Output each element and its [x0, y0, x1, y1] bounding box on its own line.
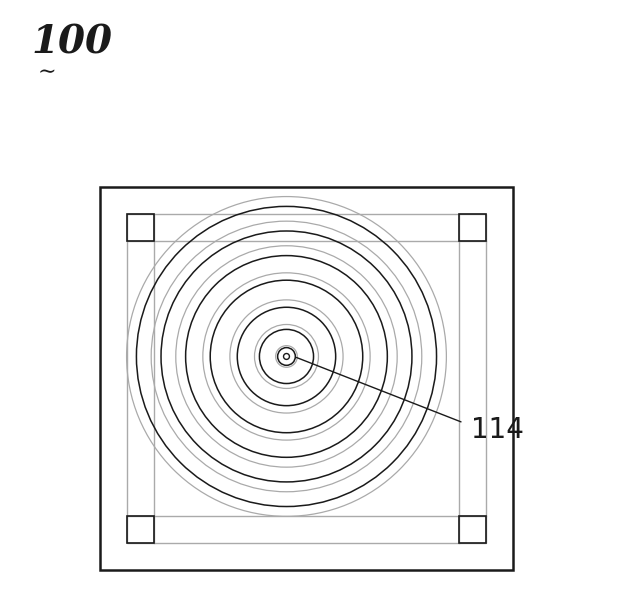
Bar: [126, 214, 154, 241]
Bar: [459, 214, 486, 241]
Text: ∼: ∼: [38, 61, 56, 83]
Bar: [459, 517, 486, 544]
Bar: [99, 187, 513, 571]
Bar: [126, 517, 154, 544]
Text: 100: 100: [32, 23, 112, 61]
Bar: [126, 214, 486, 544]
Text: 114: 114: [471, 416, 524, 444]
